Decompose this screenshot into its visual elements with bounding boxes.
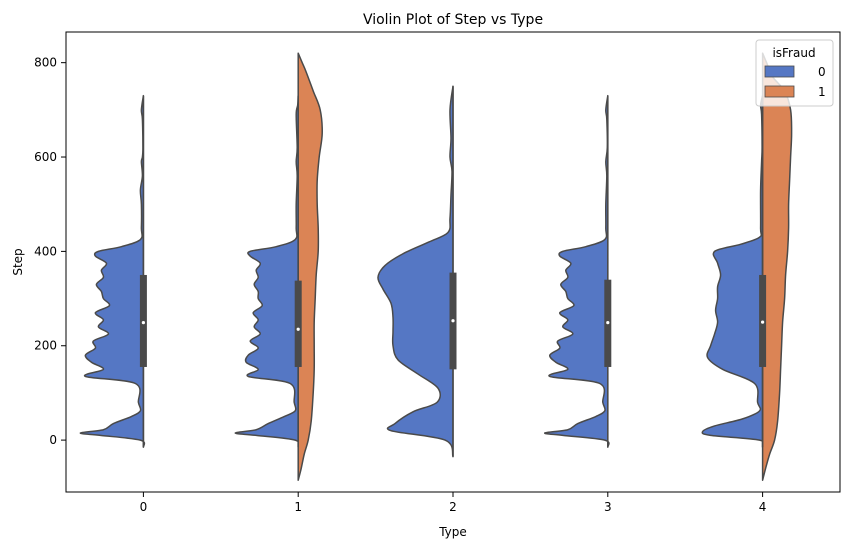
median-marker-type-3	[606, 321, 610, 325]
legend: isFraud 0 1	[755, 39, 834, 107]
violin-half-1-type-1	[297, 52, 323, 481]
x-ticks: 0 1 2 3 4	[140, 492, 767, 514]
chart-title: Violin Plot of Step vs Type	[363, 12, 543, 28]
y-tick-label: 800	[34, 56, 57, 70]
y-axis-label: Step	[11, 248, 25, 275]
violin-half-0-type-2	[377, 85, 454, 458]
violin-half-0-type-1	[234, 94, 300, 448]
y-tick-label: 200	[34, 339, 57, 353]
x-axis-label: Type	[438, 525, 467, 539]
y-ticks: 0 200 400 600 800	[34, 56, 66, 447]
x-tick-label: 1	[294, 500, 302, 514]
legend-label-1: 1	[818, 85, 826, 99]
median-marker-type-4	[761, 320, 765, 324]
violin-half-0-type-4	[701, 94, 765, 448]
y-tick-label: 0	[49, 433, 57, 447]
x-tick-label: 3	[604, 500, 612, 514]
x-tick-label: 4	[759, 500, 767, 514]
legend-label-0: 0	[818, 65, 826, 79]
iqr-box-type-1	[294, 280, 302, 367]
legend-swatch-1	[764, 85, 795, 98]
median-marker-type-0	[141, 321, 145, 325]
median-marker-type-1	[296, 327, 300, 331]
median-marker-type-2	[451, 319, 455, 323]
box-layer	[139, 86, 767, 457]
violin-half-1-type-4	[761, 52, 793, 481]
x-tick-label: 0	[140, 500, 148, 514]
iqr-box-type-0	[139, 274, 147, 367]
legend-title: isFraud	[772, 46, 815, 60]
y-tick-label: 600	[34, 150, 57, 164]
violins-layer	[79, 52, 793, 481]
violin-half-0-type-0	[79, 94, 146, 448]
violin-half-0-type-3	[544, 94, 610, 448]
legend-swatch-0	[764, 65, 795, 78]
x-tick-label: 2	[449, 500, 457, 514]
y-tick-label: 400	[34, 244, 57, 258]
